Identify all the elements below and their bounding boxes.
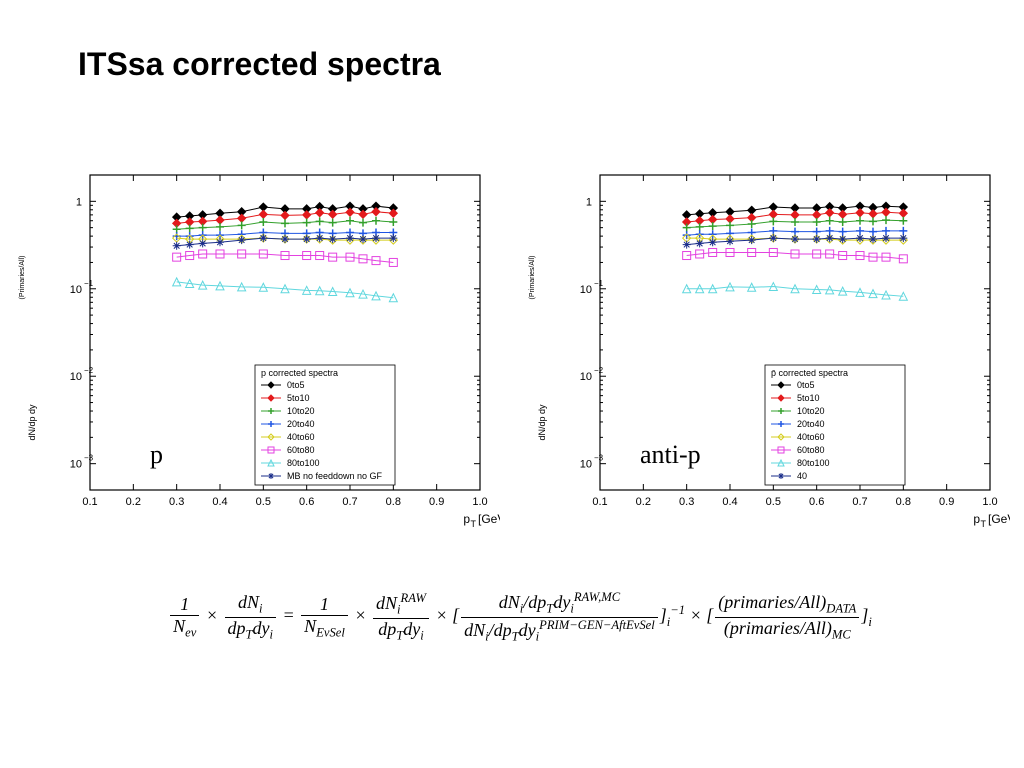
svg-text:(Primaries/All): (Primaries/All) bbox=[19, 256, 26, 300]
svg-text:10: 10 bbox=[580, 459, 592, 471]
svg-text:−2: −2 bbox=[594, 366, 604, 375]
chart-antip-annotation: anti-p bbox=[640, 440, 701, 470]
svg-text:0to5: 0to5 bbox=[287, 380, 305, 390]
svg-text:−3: −3 bbox=[594, 454, 604, 463]
chart-row: 0.10.20.30.40.50.60.70.80.91.0pT [GeV/c]… bbox=[10, 160, 1010, 540]
svg-text:(Primaries/All): (Primaries/All) bbox=[529, 256, 536, 300]
svg-text:0.7: 0.7 bbox=[852, 496, 867, 508]
svg-text:[GeV/c]: [GeV/c] bbox=[478, 512, 500, 526]
svg-text:−1: −1 bbox=[84, 279, 94, 288]
svg-text:0.4: 0.4 bbox=[212, 496, 227, 508]
svg-text:p: p bbox=[973, 512, 980, 526]
svg-text:10: 10 bbox=[580, 284, 592, 296]
svg-text:40to60: 40to60 bbox=[287, 432, 315, 442]
svg-text:−2: −2 bbox=[84, 366, 94, 375]
svg-text:10to20: 10to20 bbox=[797, 406, 825, 416]
chart-p: 0.10.20.30.40.50.60.70.80.91.0pT [GeV/c]… bbox=[10, 160, 500, 540]
page-title: ITSsa corrected spectra bbox=[78, 46, 441, 83]
svg-text:MB no feeddown no GF: MB no feeddown no GF bbox=[287, 471, 383, 481]
chart-antip-svg: 0.1 0.2 0.3 0.4 0.5 0.6 0.7 0.8 0.9 1.0pT [GeV/c]… bbox=[520, 160, 1010, 540]
svg-text:20to40: 20to40 bbox=[287, 419, 315, 429]
chart-p-svg: 0.10.20.30.40.50.60.70.80.91.0pT [GeV/c]… bbox=[10, 160, 500, 540]
svg-text:p̄ corrected spectra: p̄ corrected spectra bbox=[771, 368, 848, 378]
svg-text:80to100: 80to100 bbox=[287, 458, 320, 468]
svg-text:0to5: 0to5 bbox=[797, 380, 815, 390]
svg-text:0.8: 0.8 bbox=[386, 496, 401, 508]
svg-text:40to60: 40to60 bbox=[797, 432, 825, 442]
svg-text:0.3: 0.3 bbox=[169, 496, 184, 508]
svg-text:60to80: 60to80 bbox=[797, 445, 825, 455]
svg-text:0.5: 0.5 bbox=[766, 496, 781, 508]
svg-text:20to40: 20to40 bbox=[797, 419, 825, 429]
svg-text:0.1: 0.1 bbox=[82, 496, 97, 508]
svg-text:5to10: 5to10 bbox=[797, 393, 820, 403]
svg-text:0.6: 0.6 bbox=[299, 496, 314, 508]
svg-text:10: 10 bbox=[70, 459, 82, 471]
svg-text:1: 1 bbox=[76, 196, 82, 208]
svg-text:0.8: 0.8 bbox=[896, 496, 911, 508]
svg-text:0.7: 0.7 bbox=[342, 496, 357, 508]
svg-text:0.3: 0.3 bbox=[679, 496, 694, 508]
svg-text:0.2: 0.2 bbox=[636, 496, 651, 508]
svg-text:T: T bbox=[981, 519, 987, 529]
svg-text:10: 10 bbox=[70, 284, 82, 296]
svg-text:−1: −1 bbox=[594, 279, 604, 288]
svg-text:dN/dp dy: dN/dp dy bbox=[27, 404, 37, 441]
svg-text:10to20: 10to20 bbox=[287, 406, 315, 416]
svg-text:0.9: 0.9 bbox=[429, 496, 444, 508]
svg-text:0.6: 0.6 bbox=[809, 496, 824, 508]
svg-text:40: 40 bbox=[797, 471, 807, 481]
svg-text:1: 1 bbox=[586, 196, 592, 208]
svg-text:T: T bbox=[471, 519, 477, 529]
svg-text:−3: −3 bbox=[84, 454, 94, 463]
svg-text:1.0: 1.0 bbox=[472, 496, 487, 508]
svg-text:80to100: 80to100 bbox=[797, 458, 830, 468]
chart-p-annotation: p bbox=[150, 440, 163, 470]
svg-text:0.1: 0.1 bbox=[592, 496, 607, 508]
svg-text:0.2: 0.2 bbox=[126, 496, 141, 508]
svg-text:0.5: 0.5 bbox=[256, 496, 271, 508]
svg-text:1.0: 1.0 bbox=[982, 496, 997, 508]
svg-text:p corrected spectra: p corrected spectra bbox=[261, 368, 338, 378]
svg-text:dN/dp dy: dN/dp dy bbox=[537, 404, 547, 441]
svg-text:10: 10 bbox=[70, 371, 82, 383]
svg-text:0.9: 0.9 bbox=[939, 496, 954, 508]
svg-text:10: 10 bbox=[580, 371, 592, 383]
svg-text:60to80: 60to80 bbox=[287, 445, 315, 455]
svg-text:0.4: 0.4 bbox=[722, 496, 737, 508]
svg-text:[GeV/c]: [GeV/c] bbox=[988, 512, 1010, 526]
svg-text:p: p bbox=[463, 512, 470, 526]
svg-text:5to10: 5to10 bbox=[287, 393, 310, 403]
chart-antip: 0.1 0.2 0.3 0.4 0.5 0.6 0.7 0.8 0.9 1.0pT [GeV/c]… bbox=[520, 160, 1010, 540]
formula: 1Nev × dNidpTdyi = 1NEvSel × dNiRAWdpTdy… bbox=[60, 590, 980, 644]
